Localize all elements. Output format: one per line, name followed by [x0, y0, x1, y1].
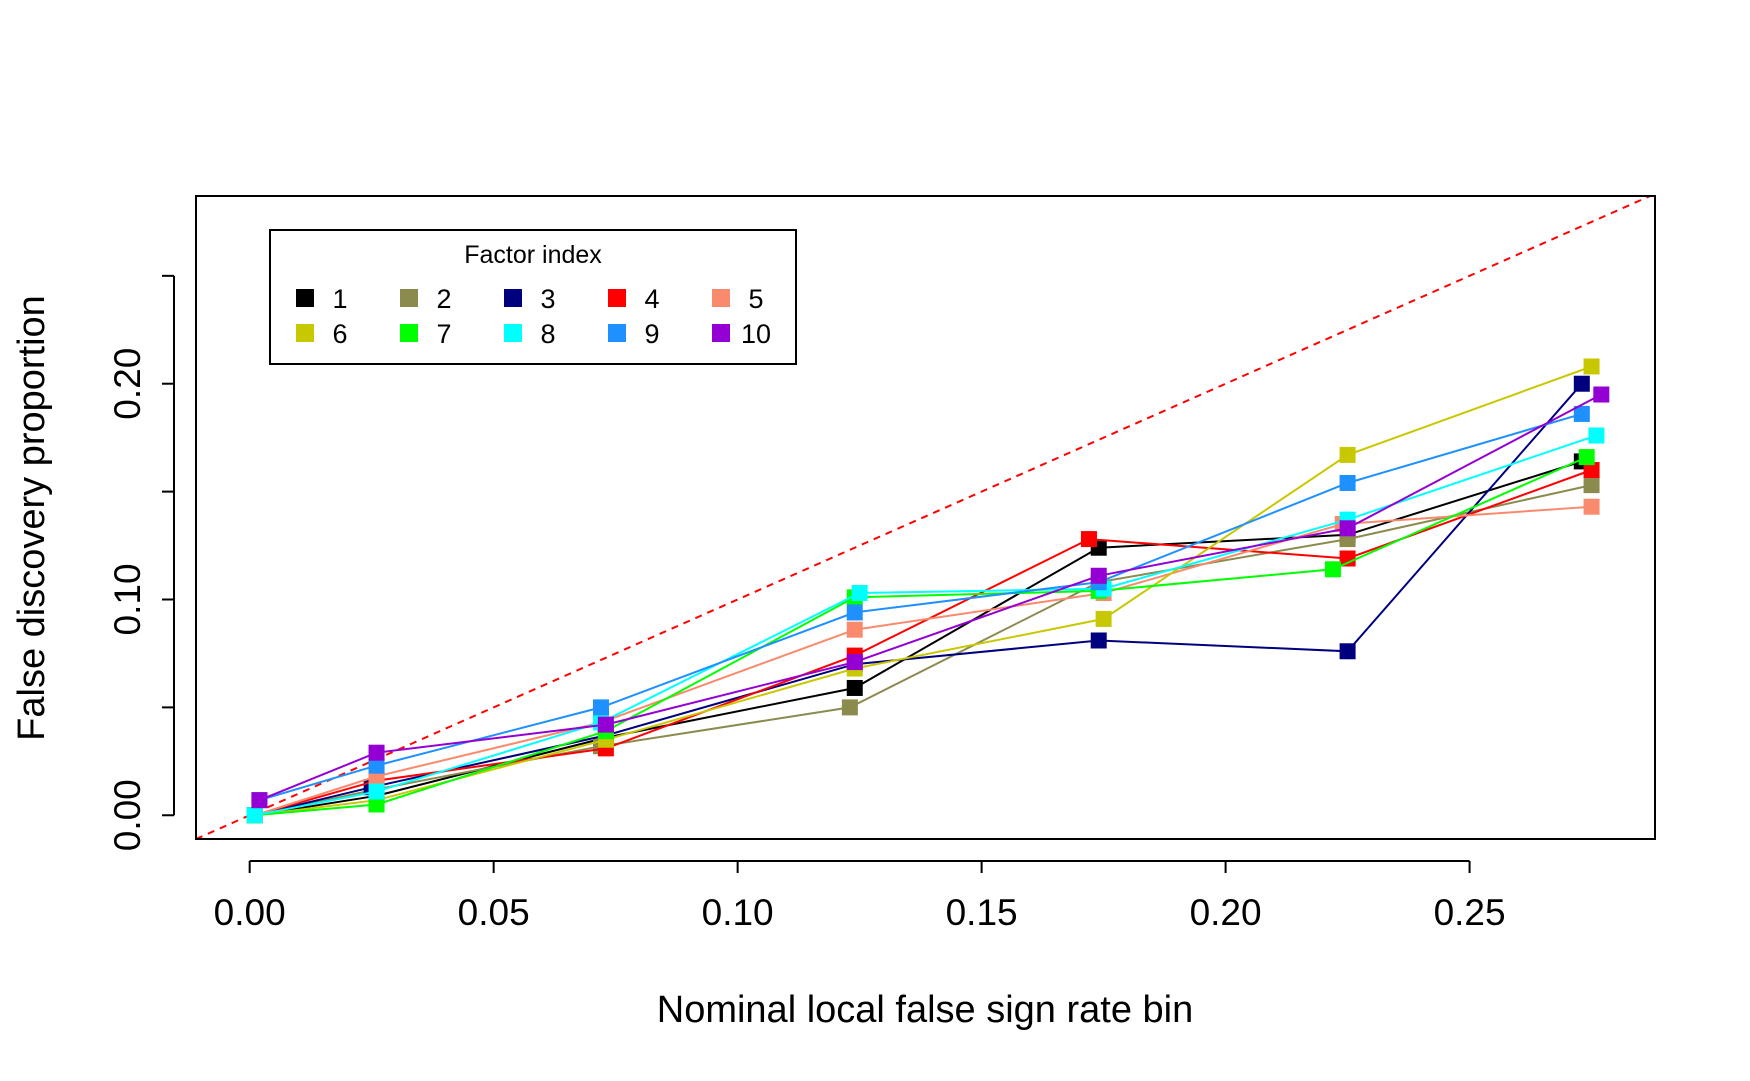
series-8: [246, 427, 1605, 824]
x-tick-label: 0.10: [702, 892, 774, 933]
data-point: [251, 792, 268, 809]
data-point: [1090, 567, 1107, 584]
data-point: [846, 604, 863, 621]
legend-label: 1: [332, 284, 347, 314]
legend-swatch: [400, 324, 418, 342]
data-point: [368, 757, 385, 774]
data-point: [1583, 498, 1600, 515]
data-point: [593, 699, 610, 716]
legend-swatch: [400, 289, 418, 307]
legend-label: 10: [741, 319, 771, 349]
data-point: [1080, 531, 1097, 548]
data-point: [1573, 405, 1590, 422]
legend-box: [269, 229, 797, 365]
series-1: [246, 453, 1590, 824]
y-tick-label: 0.00: [107, 779, 148, 851]
legend-label: 7: [436, 319, 451, 349]
series-line-3: [254, 383, 1583, 817]
legend-swatch: [296, 324, 314, 342]
series-line-10: [259, 393, 1602, 802]
data-point: [1095, 610, 1112, 627]
data-point: [1324, 561, 1341, 578]
x-axis: 0.00 0.05 0.10 0.15 0.20 0.25: [214, 860, 1506, 933]
x-tick-label: 0.05: [458, 892, 530, 933]
y-axis: 0.00 0.10 0.20: [107, 274, 175, 851]
data-point: [246, 807, 263, 824]
data-point: [846, 621, 863, 638]
data-point: [851, 585, 868, 602]
data-point: [841, 699, 858, 716]
data-point: [846, 654, 863, 671]
data-point: [1578, 449, 1595, 466]
legend-label: 3: [540, 284, 555, 314]
data-point: [846, 679, 863, 696]
data-point: [1339, 446, 1356, 463]
series-3: [246, 375, 1590, 824]
legend-label: 2: [436, 284, 451, 314]
x-axis-title: Nominal local false sign rate bin: [657, 989, 1194, 1031]
data-point: [1583, 462, 1600, 479]
legend-swatch: [608, 324, 626, 342]
legend-title: Factor index: [464, 241, 602, 269]
y-tick-label: 0.10: [107, 563, 148, 635]
series-line-1: [254, 460, 1583, 817]
x-tick-label: 0.25: [1434, 892, 1506, 933]
data-point: [1583, 358, 1600, 375]
legend-swatch: [504, 324, 522, 342]
x-tick-label: 0.20: [1190, 892, 1262, 933]
legend-label: 4: [644, 284, 659, 314]
legend-label: 5: [748, 284, 763, 314]
data-point: [1090, 632, 1107, 649]
x-tick-label: 0.00: [214, 892, 286, 933]
legend-label: 9: [644, 319, 659, 349]
y-tick-label: 0.20: [107, 348, 148, 420]
legend-swatch: [504, 289, 522, 307]
data-point: [368, 744, 385, 761]
data-point: [1583, 477, 1600, 494]
series-line-2: [254, 484, 1592, 817]
legend-swatch: [296, 289, 314, 307]
x-tick-label: 0.15: [946, 892, 1018, 933]
reference-line: [195, 195, 1651, 840]
data-point: [1339, 643, 1356, 660]
data-point: [1339, 550, 1356, 567]
series-6: [246, 358, 1600, 824]
legend-label: 8: [540, 319, 555, 349]
data-point: [1588, 427, 1605, 444]
legend-label: 6: [332, 319, 347, 349]
data-point: [1339, 520, 1356, 537]
data-point: [1339, 474, 1356, 491]
data-point: [368, 796, 385, 813]
plot-frame: [195, 195, 1656, 840]
series-10: [251, 386, 1610, 809]
data-point: [368, 783, 385, 800]
data-point: [1573, 375, 1590, 392]
legend-swatch: [608, 289, 626, 307]
legend: Factor index 1 2 3 4 5 6 7 8 9 10: [269, 229, 797, 365]
series-9: [251, 405, 1590, 809]
legend-swatch: [712, 324, 730, 342]
series-line-7: [254, 456, 1588, 817]
y-axis-title: False discovery proportion: [11, 295, 53, 741]
legend-swatch: [712, 289, 730, 307]
data-point: [1593, 386, 1610, 403]
data-point: [597, 716, 614, 733]
